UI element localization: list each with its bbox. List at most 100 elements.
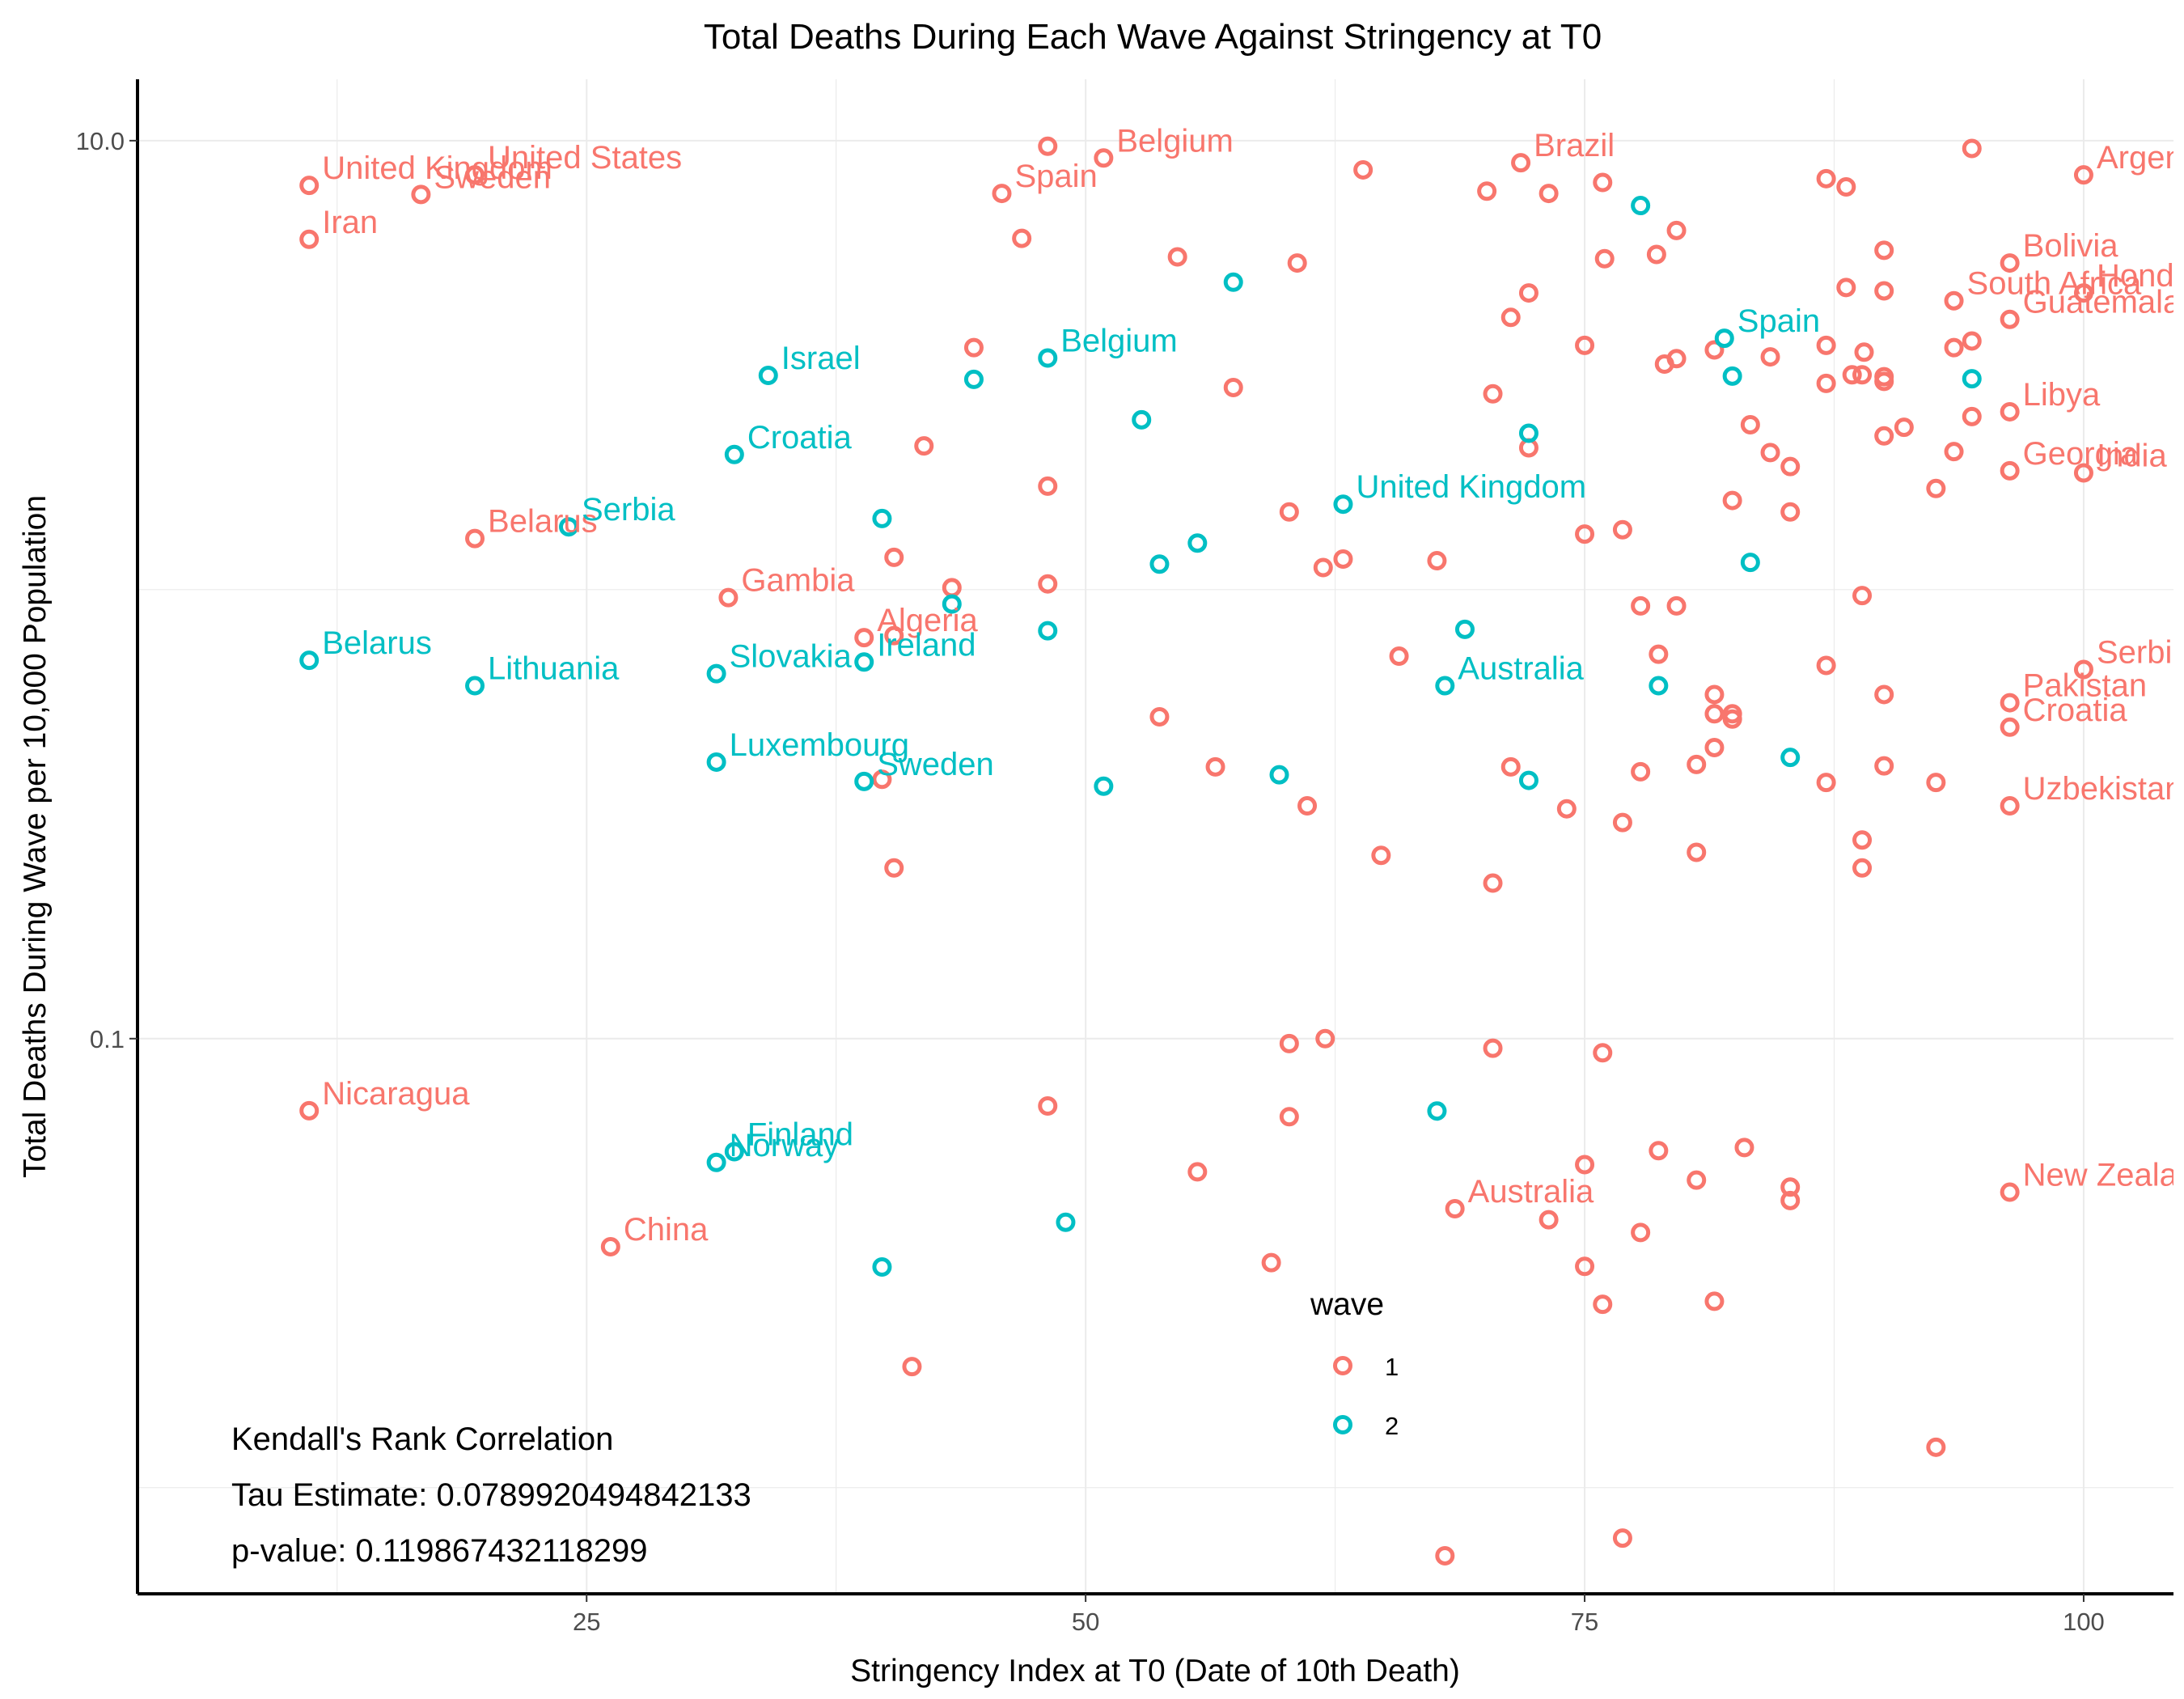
- data-point-wave-2: [706, 1152, 726, 1172]
- data-point-wave-1: [1539, 184, 1559, 204]
- data-point-wave-2: [1427, 1101, 1447, 1121]
- data-point-wave-1: [1500, 307, 1521, 328]
- data-point-wave-2: [1094, 776, 1114, 796]
- data-point-wave-1: [1740, 414, 1760, 434]
- data-point-wave-1: [1962, 331, 1982, 351]
- data-point-wave-1: [2000, 717, 2020, 737]
- data-point-wave-1: [1518, 283, 1539, 303]
- point-label: Serbia: [2097, 635, 2184, 671]
- data-point-wave-1: [1894, 417, 1914, 438]
- data-point-wave-1: [2000, 1182, 2020, 1202]
- point-label: Croatia: [2023, 693, 2128, 728]
- point-label: Australia: [1468, 1174, 1594, 1210]
- point-label: Libya: [2023, 377, 2101, 413]
- point-label: Pakistan: [2023, 668, 2147, 704]
- data-point-wave-1: [1593, 1043, 1613, 1063]
- data-point-wave-2: [1518, 770, 1539, 790]
- data-point-wave-2: [854, 652, 874, 672]
- point-label: Gambia: [741, 563, 855, 599]
- data-point-wave-2: [1454, 619, 1475, 639]
- data-point-wave-1: [1187, 1162, 1208, 1182]
- data-point-wave-1: [1722, 709, 1742, 729]
- point-label: Bolivia: [2023, 228, 2119, 264]
- x-axis-ticks: 25 50 75 100: [573, 1594, 2105, 1636]
- data-point-wave-1: [600, 1236, 620, 1256]
- point-label: India: [2097, 438, 2167, 473]
- data-point-wave-2: [872, 1257, 892, 1277]
- data-point-wave-1: [1500, 756, 1521, 777]
- data-point-wave-1: [1780, 1190, 1801, 1210]
- point-label: Finland: [747, 1117, 853, 1153]
- data-point-wave-2: [1038, 621, 1058, 641]
- data-point-wave-1: [1038, 1095, 1058, 1116]
- data-point-wave-1: [1666, 595, 1687, 616]
- data-point-wave-1: [884, 858, 904, 878]
- data-point-wave-1: [1687, 754, 1707, 774]
- data-point-wave-1: [1874, 281, 1894, 301]
- data-point-wave-2: [1780, 748, 1801, 768]
- point-label: United States: [488, 140, 682, 176]
- data-point-wave-1: [1038, 574, 1058, 594]
- point-label: Norway: [730, 1128, 840, 1163]
- data-point-wave-1: [2000, 460, 2020, 481]
- point-label: Argentina: [2097, 140, 2184, 176]
- data-point-wave-1: [884, 547, 904, 567]
- grid-layer: [138, 79, 2173, 1594]
- data-point-wave-1: [1704, 704, 1725, 724]
- data-point-wave-2: [1722, 366, 1742, 386]
- correlation-annotation: Kendall's Rank Correlation Tau Estimate:…: [231, 1421, 751, 1569]
- point-label: New Zealand: [2023, 1158, 2184, 1193]
- data-point-wave-1: [1313, 557, 1333, 578]
- data-point-wave-1: [1631, 595, 1651, 616]
- point-label: Algeria: [877, 603, 978, 638]
- data-point-wave-1: [1874, 756, 1894, 776]
- data-point-wave-1: [884, 625, 904, 646]
- data-point-wave-1: [1575, 1155, 1595, 1175]
- point-label: Sweden: [877, 747, 994, 782]
- data-point-wave-1: [2000, 401, 2020, 422]
- data-point-wave-2: [942, 594, 962, 614]
- point-label: Australia: [1458, 651, 1584, 687]
- data-point-wave-1: [1760, 443, 1780, 463]
- data-point-wave-1: [1205, 756, 1225, 777]
- x-tick-label: 100: [2063, 1608, 2105, 1636]
- data-point-wave-1: [1816, 655, 1836, 676]
- annotation-line-3: p-value: 0.119867432118299: [231, 1533, 648, 1569]
- data-point-wave-1: [1944, 290, 1964, 311]
- data-point-wave-1: [1445, 1198, 1465, 1218]
- data-point-wave-2: [1269, 765, 1289, 785]
- data-point-wave-1: [1149, 706, 1170, 727]
- data-point-wave-1: [2073, 659, 2093, 680]
- y-tick-label: 10.0: [76, 127, 125, 155]
- data-point-wave-1: [1427, 551, 1447, 571]
- data-point-wave-1: [1353, 159, 1373, 180]
- data-point-wave-1: [1333, 549, 1353, 569]
- data-point-wave-1: [718, 587, 739, 608]
- data-point-wave-1: [1852, 830, 1873, 850]
- data-point-wave-1: [1038, 136, 1058, 156]
- point-label: Belgium: [1116, 123, 1234, 159]
- data-point-wave-1: [1926, 1437, 1946, 1457]
- data-point-wave-1: [2000, 693, 2020, 713]
- data-point-wave-1: [1816, 168, 1836, 189]
- data-point-wave-1: [1852, 586, 1873, 606]
- data-point-wave-2: [758, 366, 778, 386]
- data-point-wave-1: [1816, 335, 1836, 355]
- point-label: Guatemala: [2023, 285, 2182, 320]
- data-point-wave-1: [1944, 442, 1964, 462]
- data-point-wave-1: [1780, 456, 1801, 477]
- data-point-wave-1: [1874, 371, 1894, 392]
- data-point-wave-1: [1539, 1210, 1559, 1230]
- data-point-wave-2: [1223, 272, 1243, 292]
- data-point-wave-1: [1666, 220, 1687, 240]
- legend-title: wave: [1310, 1287, 1384, 1322]
- data-point-wave-1: [1704, 684, 1725, 705]
- x-tick-label: 50: [1072, 1608, 1099, 1636]
- data-point-wave-1: [1842, 365, 1862, 385]
- legend-label-wave-2: 2: [1385, 1412, 1399, 1440]
- data-point-wave-2: [724, 1142, 744, 1162]
- data-point-wave-1: [1654, 354, 1674, 374]
- data-point-wave-2: [1132, 409, 1152, 430]
- data-point-wave-1: [1483, 873, 1503, 893]
